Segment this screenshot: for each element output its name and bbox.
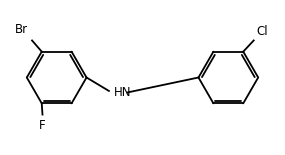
Text: HN: HN (114, 86, 132, 99)
Text: F: F (39, 119, 46, 132)
Text: Br: Br (15, 23, 28, 36)
Text: Cl: Cl (256, 25, 268, 38)
